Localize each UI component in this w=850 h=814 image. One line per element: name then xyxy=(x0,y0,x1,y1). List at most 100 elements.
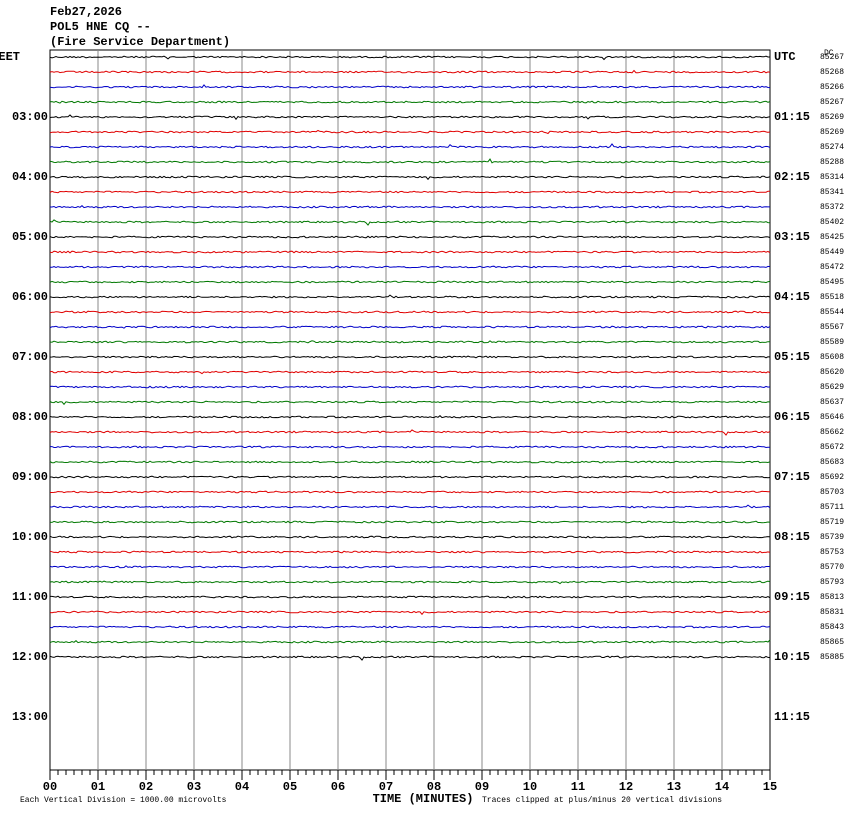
trace xyxy=(49,129,771,135)
left-time-label: 03:00 xyxy=(12,110,48,124)
dc-value: 85885 xyxy=(820,653,844,662)
dc-value: 85753 xyxy=(820,548,844,557)
dc-value: 85843 xyxy=(820,623,844,632)
x-tick-label: 09 xyxy=(475,780,489,794)
dc-value: 85692 xyxy=(820,473,844,482)
trace xyxy=(49,415,771,419)
trace xyxy=(50,490,770,494)
trace xyxy=(49,84,771,89)
trace xyxy=(49,550,771,554)
x-tick-label: 02 xyxy=(139,780,153,794)
trace xyxy=(50,475,771,479)
trace xyxy=(49,114,771,121)
left-time-label: EET xyxy=(0,50,20,64)
x-axis-title: TIME (MINUTES) xyxy=(373,792,474,806)
dc-value: 85646 xyxy=(820,413,844,422)
station: POL5 HNE CQ -- xyxy=(50,20,151,34)
x-tick-label: 13 xyxy=(667,780,681,794)
dc-value: 85269 xyxy=(820,128,844,137)
right-time-label: 03:15 xyxy=(774,230,810,244)
operator: (Fire Service Department) xyxy=(50,35,230,49)
x-tick-label: 11 xyxy=(571,780,585,794)
right-time-label: 11:15 xyxy=(774,710,810,724)
trace xyxy=(49,250,771,254)
dc-value: 85567 xyxy=(820,323,844,332)
trace xyxy=(49,370,771,375)
trace xyxy=(49,639,771,644)
dc-value: 85314 xyxy=(820,173,844,182)
dc-value: 85274 xyxy=(820,143,844,152)
dc-value: 85267 xyxy=(820,98,844,107)
dc-value: 85495 xyxy=(820,278,844,287)
left-time-label: 07:00 xyxy=(12,350,48,364)
trace xyxy=(49,294,771,299)
dc-value: 85608 xyxy=(820,353,844,362)
left-time-label: 12:00 xyxy=(12,650,48,664)
left-time-label: 09:00 xyxy=(12,470,48,484)
dc-value: 85813 xyxy=(820,593,844,602)
trace xyxy=(49,55,770,61)
trace xyxy=(49,565,770,569)
dc-value: 85719 xyxy=(820,518,844,527)
dc-value: 85372 xyxy=(820,203,844,212)
x-tick-label: 15 xyxy=(763,780,777,794)
left-time-label: 05:00 xyxy=(12,230,48,244)
trace xyxy=(50,265,771,269)
right-time-label: 05:15 xyxy=(774,350,810,364)
dc-value: 85267 xyxy=(820,53,844,62)
right-time-label: 02:15 xyxy=(774,170,810,184)
right-time-label: 08:15 xyxy=(774,530,810,544)
trace xyxy=(49,429,771,436)
trace xyxy=(49,520,771,524)
x-tick-label: 01 xyxy=(91,780,105,794)
x-tick-label: 07 xyxy=(379,780,393,794)
x-tick-label: 10 xyxy=(523,780,537,794)
dc-value: 85449 xyxy=(820,248,844,257)
trace xyxy=(49,355,771,359)
dc-value: 85402 xyxy=(820,218,844,227)
left-time-label: 06:00 xyxy=(12,290,48,304)
left-time-label: 04:00 xyxy=(12,170,48,184)
x-tick-label: 08 xyxy=(427,780,441,794)
dc-value: 85425 xyxy=(820,233,844,242)
trace xyxy=(49,190,770,194)
trace xyxy=(49,143,771,149)
trace xyxy=(49,325,771,329)
left-time-label: 10:00 xyxy=(12,530,48,544)
trace xyxy=(49,175,771,181)
dc-value: 85793 xyxy=(820,578,844,587)
x-tick-label: 14 xyxy=(715,780,729,794)
dc-value: 85544 xyxy=(820,308,844,317)
trace xyxy=(50,205,770,209)
right-time-label: 06:15 xyxy=(774,410,810,424)
right-time-label: 09:15 xyxy=(774,590,810,604)
x-tick-label: 06 xyxy=(331,780,345,794)
dc-value: 85831 xyxy=(820,608,844,617)
left-time-label: 11:00 xyxy=(12,590,48,604)
trace xyxy=(49,310,771,314)
trace xyxy=(49,69,771,74)
x-tick-label: 00 xyxy=(43,780,57,794)
footnote-right: Traces clipped at plus/minus 20 vertical… xyxy=(482,796,722,805)
trace xyxy=(50,445,770,449)
left-time-label: 13:00 xyxy=(12,710,48,724)
footnote-left: Each Vertical Division = 1000.00 microvo… xyxy=(20,796,227,805)
trace xyxy=(49,100,771,104)
dc-value: 85629 xyxy=(820,383,844,392)
dc-value: 85770 xyxy=(820,563,844,572)
dc-value: 85341 xyxy=(820,188,844,197)
trace xyxy=(49,580,771,585)
trace xyxy=(49,460,771,464)
dc-value: 85672 xyxy=(820,443,844,452)
x-tick-label: 04 xyxy=(235,780,249,794)
trace xyxy=(49,340,770,344)
trace xyxy=(49,158,771,164)
dc-value: 85703 xyxy=(820,488,844,497)
dc-header: DC xyxy=(824,49,834,58)
x-tick-label: 05 xyxy=(283,780,297,794)
dc-value: 85739 xyxy=(820,533,844,542)
x-tick-label: 03 xyxy=(187,780,201,794)
trace xyxy=(49,219,771,226)
trace xyxy=(49,400,771,406)
